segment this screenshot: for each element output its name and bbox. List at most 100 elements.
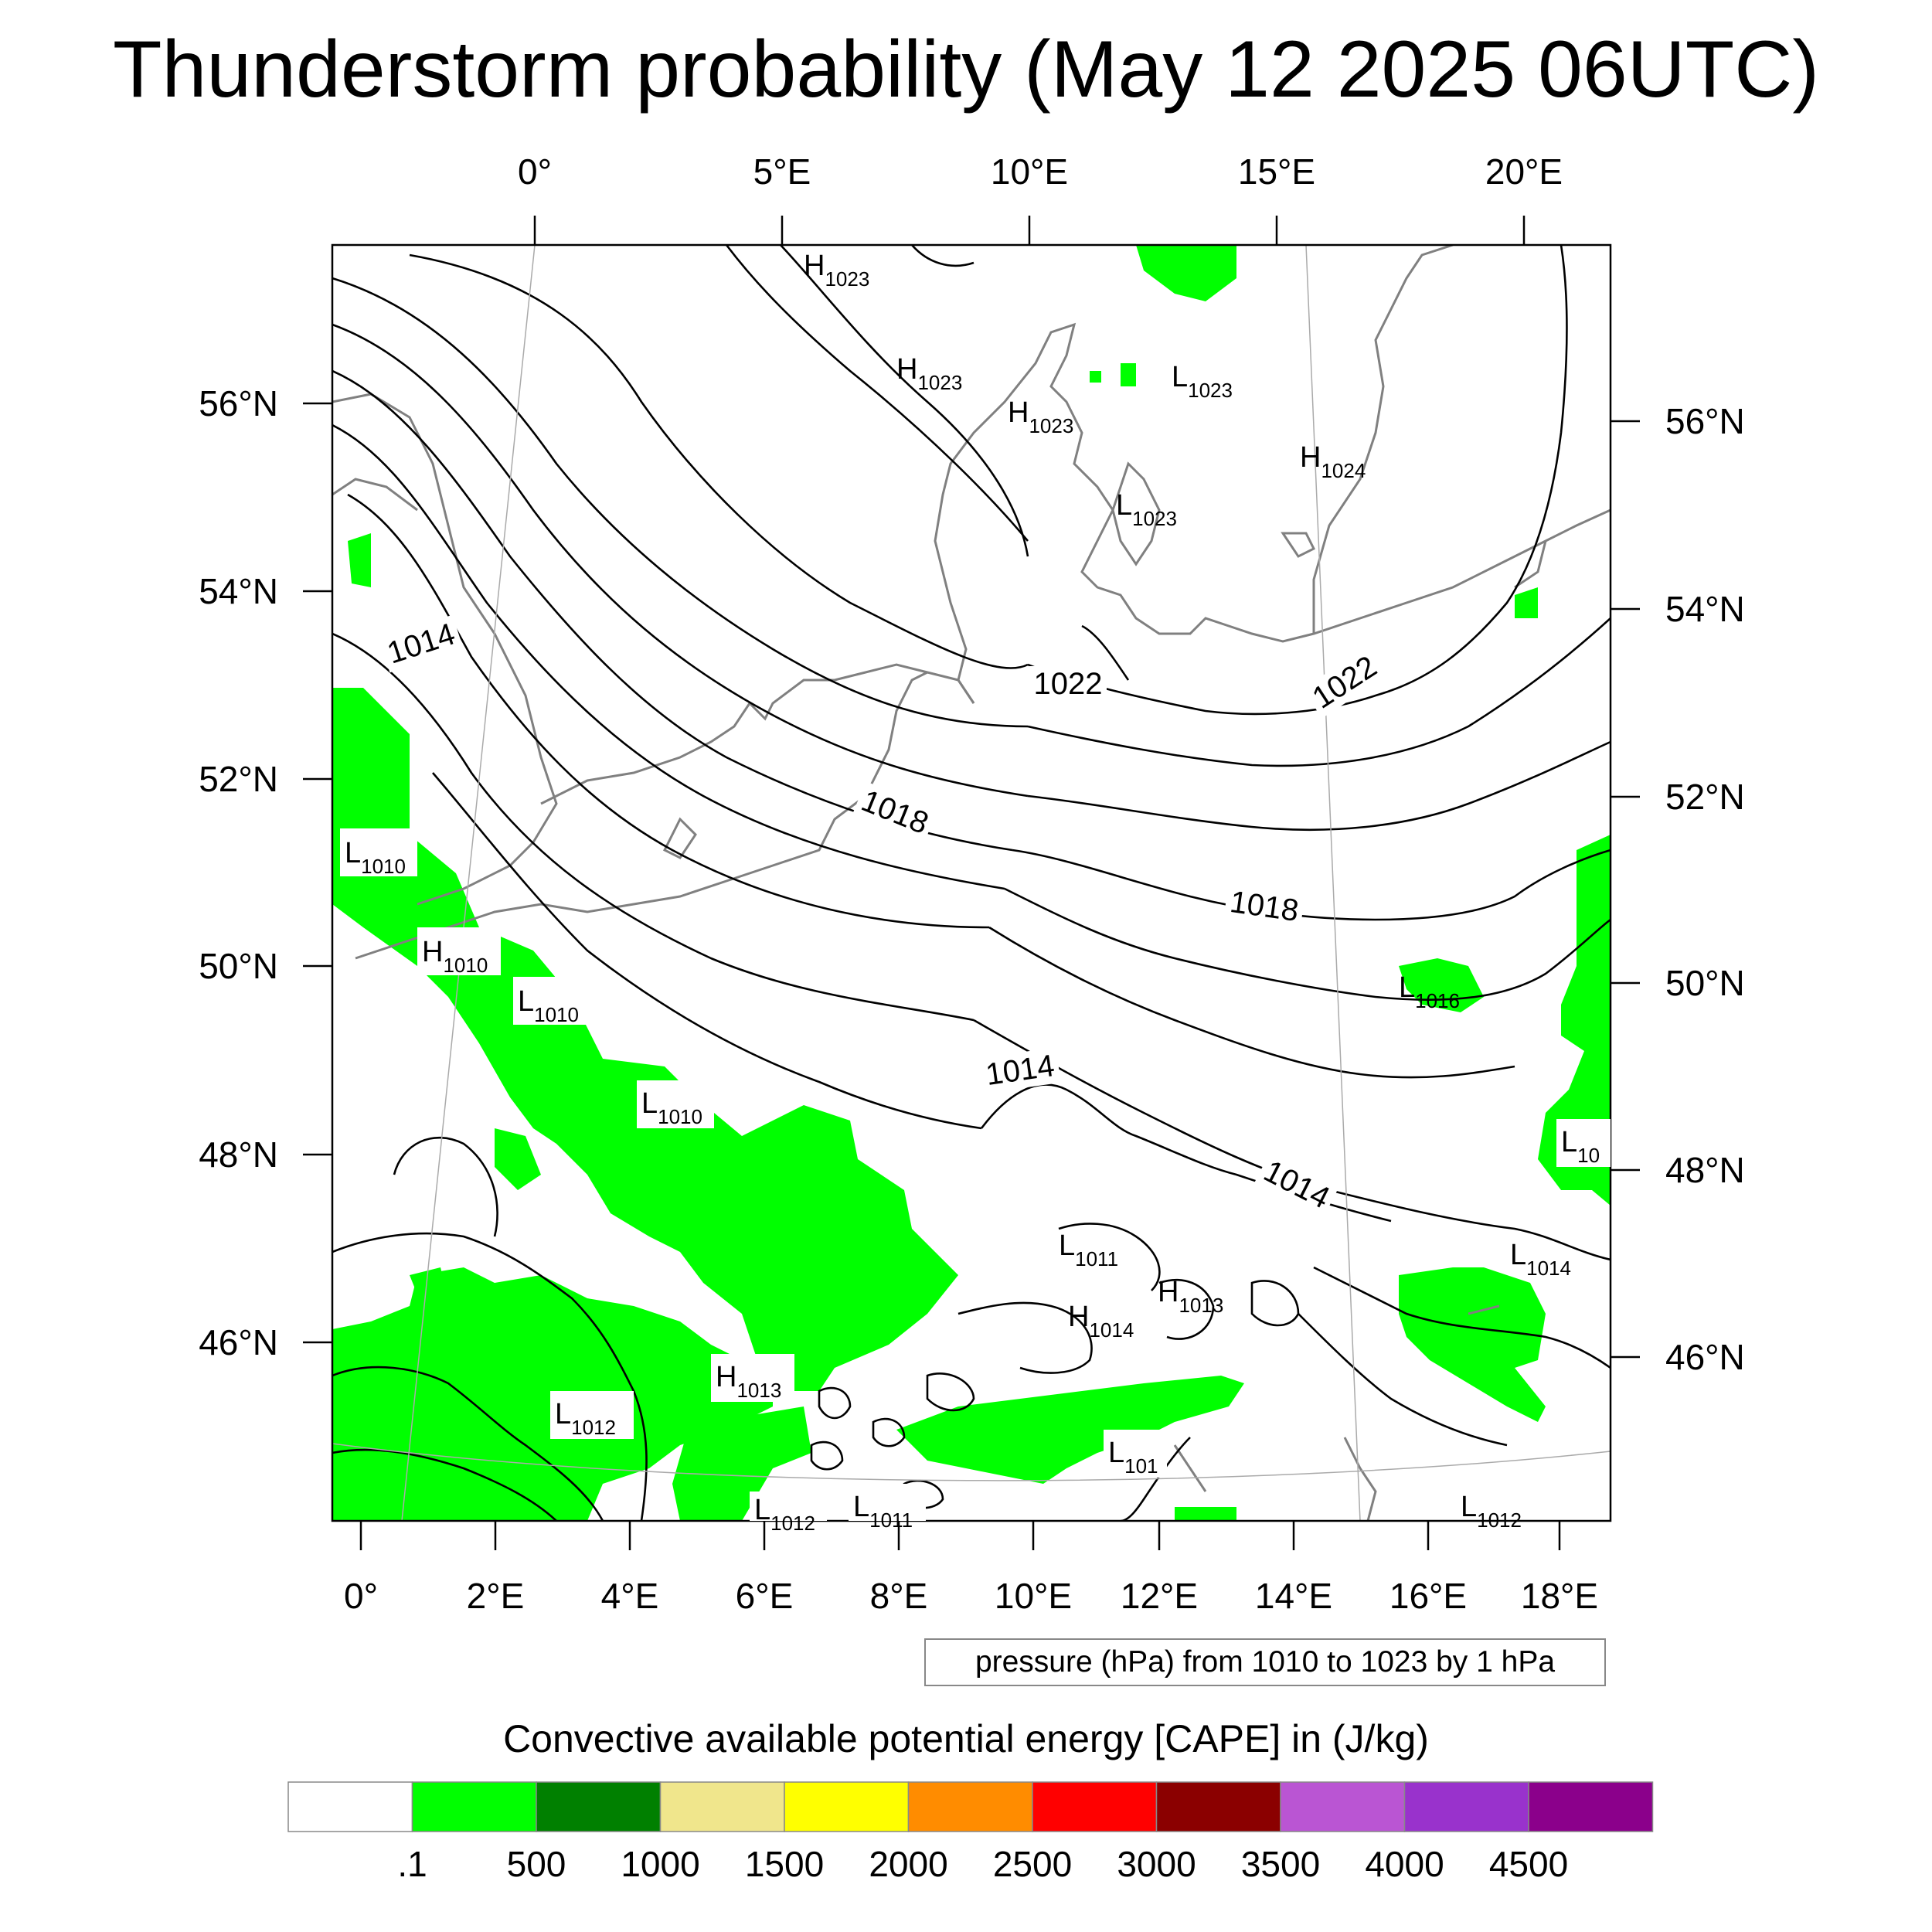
pressure-center: H1014: [1068, 1301, 1134, 1342]
svg-text:L1012: L1012: [1461, 1491, 1522, 1532]
coastlines: [332, 245, 1611, 1521]
isobar-labels: 1014 1022 1022 1018 1018 1014 1014: [379, 614, 1387, 1219]
colorbar-label: 500: [507, 1844, 566, 1884]
colorbar-label: 4000: [1365, 1844, 1444, 1884]
pressure-center: L1012: [555, 1398, 616, 1439]
colorbar-label: 3000: [1117, 1844, 1196, 1884]
isobar-label: 1014: [383, 617, 459, 670]
top-lon-label: 0°: [518, 151, 552, 192]
bottom-lon-label: 18°E: [1521, 1576, 1598, 1616]
right-lat-label: 50°N: [1665, 963, 1745, 1003]
svg-text:L1016: L1016: [1399, 971, 1460, 1012]
left-lat-label: 56°N: [199, 383, 278, 423]
pressure-center: H1023: [804, 250, 869, 291]
colorbar-swatch: [907, 1781, 1033, 1832]
bottom-lon-label: 14°E: [1255, 1576, 1332, 1616]
svg-text:H1023: H1023: [896, 353, 962, 394]
colorbar-label: 3500: [1241, 1844, 1320, 1884]
top-lon-label: 5°E: [753, 151, 811, 192]
pressure-center: L1010: [345, 837, 406, 878]
bottom-lon-label: 0°: [344, 1576, 378, 1616]
colorbar-swatch: [1155, 1781, 1281, 1832]
bottom-lon-label: 16°E: [1389, 1576, 1467, 1616]
isobar-label: 1018: [1228, 885, 1301, 928]
left-lat-label: 48°N: [199, 1134, 278, 1175]
pressure-center: H1010: [422, 936, 488, 977]
bottom-lon-label: 4°E: [601, 1576, 659, 1616]
pressure-center: H1013: [1158, 1276, 1223, 1317]
svg-text:L1010: L1010: [518, 985, 579, 1026]
colorbar-swatch: [411, 1781, 537, 1832]
colorbar-label: 2500: [993, 1844, 1072, 1884]
left-lat-label: 52°N: [199, 759, 278, 799]
colorbar-swatch: [1528, 1781, 1654, 1832]
svg-text:L1014: L1014: [1510, 1239, 1571, 1280]
colorbar-swatch: [784, 1781, 910, 1832]
svg-text:L101: L101: [1108, 1437, 1158, 1478]
svg-text:L1010: L1010: [641, 1087, 702, 1128]
bottom-lon-label: 8°E: [870, 1576, 928, 1616]
colorbar-swatch: [1403, 1781, 1529, 1832]
svg-text:L1011: L1011: [1059, 1230, 1118, 1270]
svg-text:L1011: L1011: [853, 1491, 913, 1532]
colorbar-label: 2000: [869, 1844, 947, 1884]
svg-text:L10: L10: [1561, 1126, 1600, 1167]
colorbar-swatch: [287, 1781, 413, 1832]
bottom-lon-label: 6°E: [736, 1576, 794, 1616]
right-lat-label: 56°N: [1665, 401, 1745, 441]
svg-text:L1023: L1023: [1172, 361, 1233, 402]
graticule: [332, 244, 1611, 1522]
contour-info-label: pressure (hPa) from 1010 to 1023 by 1 hP…: [924, 1638, 1606, 1686]
svg-text:H1024: H1024: [1300, 441, 1366, 482]
colorbar-swatch: [536, 1781, 662, 1832]
isobar-label: 1014: [1258, 1154, 1335, 1216]
pressure-centers: H1023 H1023 H1023 L1023 H1024 L1023 L101…: [340, 250, 1611, 1535]
pressure-center: L1010: [641, 1087, 702, 1128]
svg-text:H1023: H1023: [1008, 396, 1073, 437]
svg-text:H1013: H1013: [716, 1361, 781, 1402]
bottom-lon-label: 12°E: [1121, 1576, 1198, 1616]
pressure-center: H1023: [896, 353, 962, 394]
right-lat-label: 46°N: [1665, 1337, 1745, 1377]
pressure-center: L1023: [1172, 361, 1233, 402]
svg-text:L1023: L1023: [1116, 489, 1177, 530]
pressure-center: H1024: [1300, 441, 1366, 482]
colorbar-label: .1: [397, 1844, 427, 1884]
pressure-center: L1016: [1399, 971, 1460, 1012]
svg-text:L1010: L1010: [345, 837, 406, 878]
axis-ticks: [303, 216, 1640, 1550]
right-lat-label: 48°N: [1665, 1150, 1745, 1190]
map-frame: [331, 243, 1612, 1522]
colorbar-label: 1500: [745, 1844, 824, 1884]
top-lon-label: 20°E: [1485, 151, 1563, 192]
chart-title: Thunderstorm probability (May 12 2025 06…: [112, 25, 1820, 114]
isobar-label: 1022: [1034, 667, 1103, 701]
pressure-center: L1012: [1461, 1491, 1522, 1532]
top-lon-label: 15°E: [1238, 151, 1315, 192]
pressure-center: L1010: [518, 985, 579, 1026]
svg-text:H1010: H1010: [422, 936, 488, 977]
isobar-label: 1018: [857, 784, 934, 841]
colorbar-label: 4500: [1489, 1844, 1568, 1884]
bottom-lon-label: 10°E: [995, 1576, 1072, 1616]
colorbar-swatch: [1280, 1781, 1406, 1832]
right-lat-label: 52°N: [1665, 777, 1745, 817]
top-lon-label: 10°E: [991, 151, 1068, 192]
pressure-center: L10: [1561, 1126, 1600, 1167]
pressure-center: L1023: [1116, 489, 1177, 530]
right-lat-label: 54°N: [1665, 589, 1745, 629]
colorbar-label: 1000: [621, 1844, 699, 1884]
left-lat-label: 46°N: [199, 1322, 278, 1362]
bottom-lon-label: 2°E: [467, 1576, 525, 1616]
pressure-center: H1013: [716, 1361, 781, 1402]
pressure-center: H1023: [1008, 396, 1073, 437]
colorbar-swatch: [659, 1781, 785, 1832]
left-lat-label: 50°N: [199, 946, 278, 986]
svg-text:H1014: H1014: [1068, 1301, 1134, 1342]
left-lat-label: 54°N: [199, 571, 278, 611]
colorbar: .1 500 1000 1500 2000 2500 3000 3500 4000 4500: [287, 1781, 1654, 1884]
pressure-center: L1011: [853, 1491, 913, 1532]
svg-text:L1012: L1012: [555, 1398, 616, 1439]
svg-text:H1023: H1023: [804, 250, 869, 291]
